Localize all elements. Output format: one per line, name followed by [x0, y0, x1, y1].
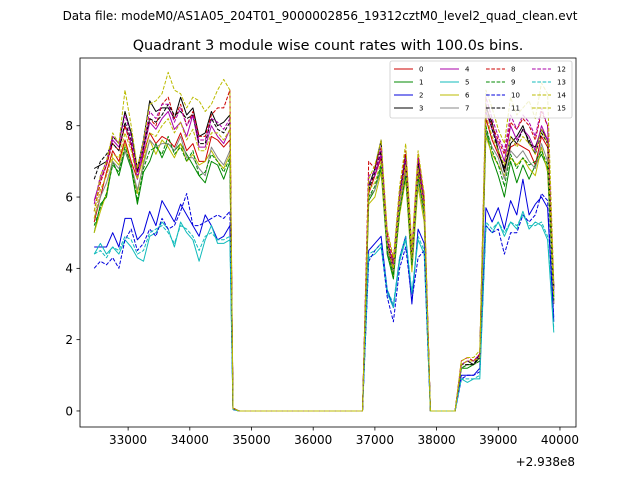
legend-label-11: 11 [511, 105, 520, 113]
x-tick-label: 33000 [109, 433, 147, 447]
legend-label-6: 6 [465, 92, 470, 100]
legend-label-3: 3 [419, 105, 423, 113]
series-line-9 [93, 125, 555, 412]
series-lines [93, 71, 555, 412]
x-axis-offset: +2.938e8 [516, 455, 575, 469]
legend-label-10: 10 [511, 92, 520, 100]
legend-label-14: 14 [557, 92, 566, 100]
plot-area [80, 58, 576, 427]
plot-frame [79, 57, 577, 428]
series-line-14 [93, 71, 555, 412]
y-axis: 0 2 4 6 8 [65, 119, 80, 418]
series-line-13 [93, 214, 555, 412]
y-tick-label: 8 [65, 119, 73, 133]
legend-label-8: 8 [511, 66, 515, 74]
y-tick-label: 4 [65, 262, 73, 276]
legend-label-9: 9 [511, 79, 515, 87]
legend-label-15: 15 [557, 105, 566, 113]
legend-label-4: 4 [465, 66, 470, 74]
x-tick-label: 36000 [294, 433, 332, 447]
series-line-15 [93, 114, 555, 412]
legend-label-0: 0 [419, 66, 423, 74]
x-tick-label: 38000 [417, 433, 455, 447]
x-axis: 33000 34000 35000 36000 37000 38000 39000 40000 [109, 427, 579, 447]
legend-label-1: 1 [419, 79, 423, 87]
legend-box [389, 60, 573, 119]
chart-title: Quadrant 3 module wise count rates with … [133, 38, 524, 54]
y-tick-label: 6 [65, 190, 73, 204]
series-line-11 [93, 103, 555, 412]
legend-label-5: 5 [465, 79, 469, 87]
x-tick-label: 35000 [232, 433, 270, 447]
y-tick-label: 0 [65, 404, 73, 418]
x-tick-label: 37000 [356, 433, 394, 447]
x-tick-label: 39000 [479, 433, 517, 447]
y-tick-label: 2 [65, 333, 73, 347]
x-tick-label: 34000 [171, 433, 209, 447]
legend-label-13: 13 [557, 79, 566, 87]
legend-label-12: 12 [557, 66, 566, 74]
legend-label-2: 2 [419, 92, 423, 100]
chart-suptitle: Data file: modeM0/AS1A05_204T01_90000028… [63, 9, 578, 23]
x-tick-label: 40000 [541, 433, 579, 447]
legend-label-7: 7 [465, 105, 469, 113]
series-line-2 [94, 178, 555, 412]
